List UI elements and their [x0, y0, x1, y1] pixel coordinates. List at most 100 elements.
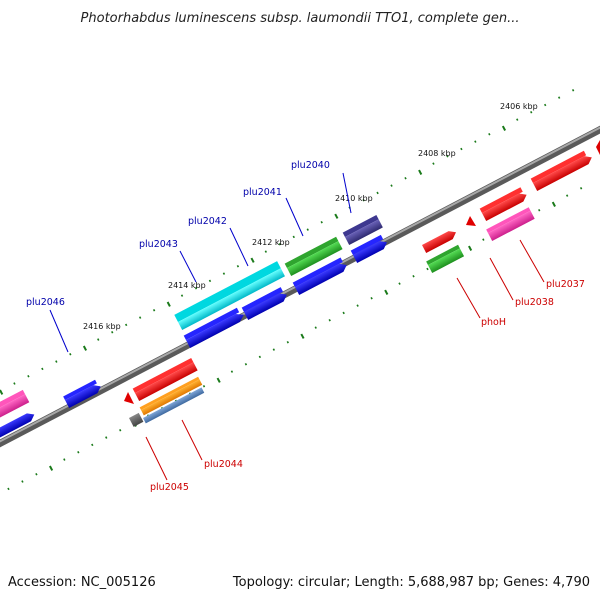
scale-tick [370, 297, 373, 300]
gene-feature-red-edge [596, 140, 600, 155]
scale-tick [398, 282, 401, 285]
gene-feature-purple [342, 214, 383, 245]
scale-tick [286, 341, 289, 344]
scale-tick [390, 184, 393, 187]
scale-tick [63, 458, 66, 461]
scale-tick [41, 367, 44, 371]
scale-tick [77, 450, 80, 454]
scale-tick [482, 238, 485, 241]
scale-tick [342, 311, 345, 315]
gene-feature-blue-4 [350, 234, 387, 263]
gene-feature-blue-2 [241, 287, 287, 320]
scale-label-2412: 2412 kbp [252, 238, 290, 247]
scale-tick [264, 250, 268, 253]
map-title: Photorhabdus luminescens subsp. laumondi… [81, 11, 520, 26]
gene-feature-red-3 [530, 150, 592, 191]
gene-feature-red-1 [422, 231, 456, 253]
scale-tick [565, 194, 569, 197]
scale-tick [384, 289, 389, 295]
scale-tick [250, 257, 255, 263]
gene-feature-gray [129, 412, 144, 427]
scale-tick [216, 377, 221, 383]
scale-tick [412, 275, 415, 278]
scale-tick [300, 333, 305, 339]
scale-tick [362, 199, 365, 202]
gene-label-plu2042: plu2042 [188, 216, 227, 227]
gene-features-reverse [124, 357, 205, 427]
scale-tick [7, 487, 10, 491]
scale-tick [124, 323, 128, 327]
gene-feature-green-1 [284, 236, 343, 276]
scale-tick [460, 147, 463, 151]
scale-tick [152, 308, 156, 312]
scale-tick [571, 89, 575, 92]
scale-tick [49, 465, 54, 471]
gene-label-plu2038: plu2038 [515, 297, 554, 308]
scale-tick [119, 428, 122, 432]
scale-tick [21, 480, 24, 483]
scale-tick [446, 155, 449, 158]
gene-label-plu2043: plu2043 [139, 239, 178, 250]
scale-track-outer [0, 89, 575, 395]
scale-tick [244, 362, 248, 366]
scale-tick [258, 355, 262, 359]
gene-features-forward-row2 [63, 207, 535, 408]
gene-label-plu2046: plu2046 [26, 297, 65, 308]
gene-feature-blue-left [0, 413, 35, 438]
scale-tick [474, 140, 477, 143]
scale-tick [111, 330, 114, 334]
scale-tick [376, 191, 379, 195]
scale-tick [530, 111, 533, 114]
scale-tick [538, 209, 541, 212]
gene-label-plu2044: plu2044 [204, 459, 243, 470]
scale-tick [202, 384, 206, 388]
gene-label-plu2040: plu2040 [291, 160, 330, 171]
scale-tick [544, 103, 547, 107]
gene-feature-blue-5 [63, 379, 101, 408]
gene-feature-red-small-2 [124, 392, 134, 404]
scale-tick [27, 374, 30, 378]
accession-text: Accession: NC_005126 [8, 575, 156, 590]
scale-tick [69, 352, 72, 356]
gene-feature-red-4 [132, 357, 198, 401]
scale-tick [278, 243, 281, 246]
genome-summary-text: Topology: circular; Length: 5,688,987 bp… [232, 575, 590, 590]
scale-label-2410: 2410 kbp [335, 194, 373, 203]
scale-tick [138, 316, 142, 319]
gene-feature-blue-3 [292, 257, 347, 295]
scale-tick [236, 264, 240, 268]
scale-tick [418, 169, 423, 175]
scale-tick [105, 436, 108, 439]
scale-tick [222, 272, 226, 275]
scale-tick [488, 133, 491, 136]
scale-tick [82, 345, 88, 351]
scale-tick [432, 162, 435, 165]
scale-label-2406: 2406 kbp [500, 102, 538, 111]
scale-tick [292, 235, 295, 239]
scale-label-2416: 2416 kbp [83, 322, 121, 331]
scale-tick [230, 370, 234, 373]
gene-features-forward [0, 140, 600, 438]
scale-tick [314, 326, 317, 329]
gene-feature-pink [486, 207, 535, 241]
scale-tick [320, 221, 323, 224]
scale-tick [579, 187, 583, 190]
scale-tick [328, 319, 331, 322]
scale-tick [208, 279, 212, 283]
scale-tick [426, 267, 429, 271]
scale-tick [0, 389, 4, 395]
scale-tick [501, 125, 507, 131]
gene-feature-pink-left [0, 389, 30, 418]
gene-feature-orange [139, 376, 203, 416]
gene-feature-green-2 [426, 244, 465, 273]
scale-tick [516, 118, 519, 121]
scale-tick [55, 360, 58, 363]
scale-tick [166, 301, 171, 307]
scale-tick [356, 304, 359, 307]
scale-tick [272, 348, 276, 351]
gene-label-plu2041: plu2041 [243, 187, 282, 198]
gene-feature-cyan [174, 261, 285, 330]
gene-feature-steel [143, 387, 205, 424]
gene-label-plu2037: plu2037 [546, 279, 585, 290]
